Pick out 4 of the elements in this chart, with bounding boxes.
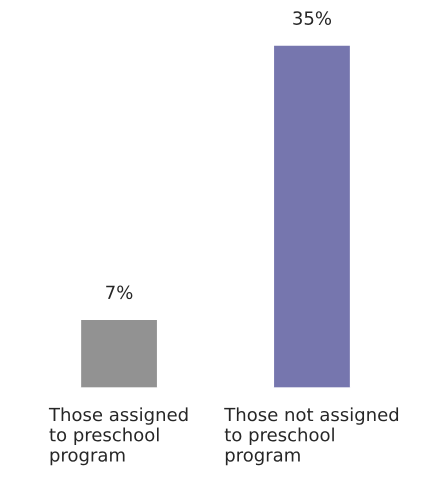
data-label: 7% xyxy=(106,286,132,300)
x-tick-label: Those not assigned to preschool program xyxy=(224,407,398,466)
x-tick-label: Those assigned to preschool program xyxy=(48,407,188,466)
data-label: 35% xyxy=(293,11,332,25)
